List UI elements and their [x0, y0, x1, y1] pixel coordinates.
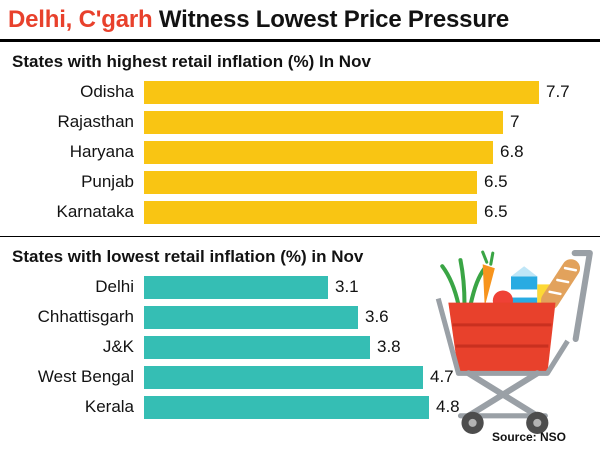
bar-row-delhi: Delhi 3.1: [8, 275, 592, 299]
value-label-punjab: 6.5: [484, 172, 508, 192]
shopping-cart-icon: [435, 250, 593, 434]
chart-lowest-inflation: States with lowest retail inflation (%) …: [8, 237, 592, 419]
bar-row-chhattisgarh: Chhattisgarh 3.6: [8, 305, 592, 329]
bar-delhi: [144, 275, 328, 299]
bar-chhattisgarh: [144, 305, 358, 329]
bar-punjab: [144, 170, 477, 194]
value-label-j-k: 3.8: [377, 337, 401, 357]
bar-row-punjab: Punjab 6.5: [8, 170, 592, 194]
section-title-lowest: States with lowest retail inflation (%) …: [12, 246, 364, 266]
cart-frame: [435, 297, 570, 419]
bar-odisha: [144, 80, 539, 104]
bar-haryana: [144, 140, 493, 164]
grocery-bag: [448, 302, 556, 374]
value-label-haryana: 6.8: [500, 142, 524, 162]
bar-row-haryana: Haryana 6.8: [8, 140, 592, 164]
milk-carton-icon: [511, 266, 538, 307]
category-label-odisha: Odisha: [80, 82, 134, 102]
bar-row-rajasthan: Rajasthan 7: [8, 110, 592, 134]
title-highlight: Delhi, C'garh: [8, 6, 153, 33]
bar-row-j-k: J&K 3.8: [8, 335, 592, 359]
carrot-icon: [481, 250, 495, 307]
value-label-kerala: 4.8: [436, 397, 460, 417]
title-rest: Witness Lowest Price Pressure: [152, 6, 510, 33]
category-label-j-k: J&K: [102, 337, 134, 357]
cart-wheels: [461, 411, 549, 434]
bar-karnataka: [144, 200, 477, 224]
category-label-rajasthan: Rajasthan: [57, 112, 134, 132]
title-divider: [0, 38, 600, 42]
category-label-punjab: Punjab: [81, 172, 134, 192]
value-label-delhi: 3.1: [335, 277, 359, 297]
category-label-kerala: Kerala: [84, 397, 134, 417]
baguette-icon: [540, 259, 581, 310]
cart-handle: [571, 250, 593, 343]
value-label-karnataka: 6.5: [484, 202, 508, 222]
bar-west-bengal: [144, 365, 423, 389]
section-title-highest: States with highest retail inflation (%)…: [12, 51, 371, 71]
leafy-greens-icon: [440, 258, 487, 307]
source-label: Source: NSO: [491, 430, 566, 444]
bar-kerala: [144, 395, 429, 419]
value-label-rajasthan: 7: [510, 112, 520, 132]
bar-row-kerala: Kerala 4.8: [8, 395, 592, 419]
bar-row-karnataka: Karnataka 6.5: [8, 200, 592, 224]
page-title: Delhi, C'garh Witness Lowest Price Press…: [8, 6, 592, 34]
section-divider: [0, 235, 600, 237]
category-label-west-bengal: West Bengal: [37, 367, 134, 387]
bar-rows-highest: Odisha 7.7 Rajasthan 7 Haryana 6.8 Punjab 6.5 Ka…: [8, 80, 592, 224]
category-label-delhi: Delhi: [95, 277, 134, 297]
chart-highest-inflation: States with highest retail inflation (%)…: [8, 42, 592, 224]
category-label-karnataka: Karnataka: [56, 202, 135, 222]
value-label-odisha: 7.7: [546, 82, 570, 102]
category-label-chhattisgarh: Chhattisgarh: [37, 307, 134, 327]
bar-j-k: [144, 335, 370, 359]
bar-rows-lowest: Delhi 3.1 Chhattisgarh 3.6 J&K 3.8 West Bengal…: [8, 275, 592, 419]
value-label-chhattisgarh: 3.6: [365, 307, 389, 327]
value-label-west-bengal: 4.7: [430, 367, 454, 387]
bar-row-odisha: Odisha 7.7: [8, 80, 592, 104]
bar-rajasthan: [144, 110, 503, 134]
bar-row-west-bengal: West Bengal 4.7: [8, 365, 592, 389]
category-label-haryana: Haryana: [69, 142, 134, 162]
